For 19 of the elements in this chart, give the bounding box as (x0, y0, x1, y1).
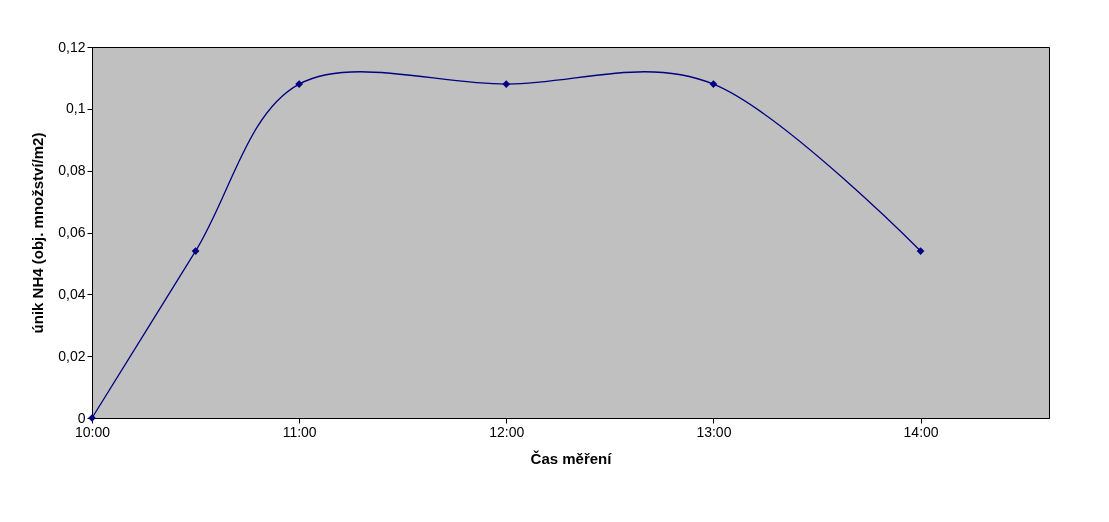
y-tick-label: 0,1 (66, 100, 86, 117)
point (295, 80, 304, 88)
x-tick-label: 12:00 (489, 423, 525, 440)
y-tick-label: 0 (77, 409, 86, 426)
y-axis-title: únik NH4 (obj. množství/m2) (29, 132, 47, 334)
x-tick-label: 11:00 (282, 423, 317, 440)
x-tick-label: 10:00 (74, 423, 111, 440)
point (916, 247, 925, 255)
y-tick-label: 0,06 (58, 224, 86, 240)
point (191, 247, 200, 255)
y-tick-label: 0,12 (58, 38, 86, 55)
y-tick-label: 0,04 (58, 285, 86, 302)
y-tick-label: 0,08 (58, 162, 86, 179)
x-tick-label: 13:00 (696, 423, 732, 440)
y-tick-label: 0,02 (58, 347, 86, 364)
point (709, 80, 718, 88)
point (502, 80, 511, 88)
x-tick-label: 14:00 (903, 423, 939, 440)
x-axis-title: Čas měření (530, 449, 613, 467)
